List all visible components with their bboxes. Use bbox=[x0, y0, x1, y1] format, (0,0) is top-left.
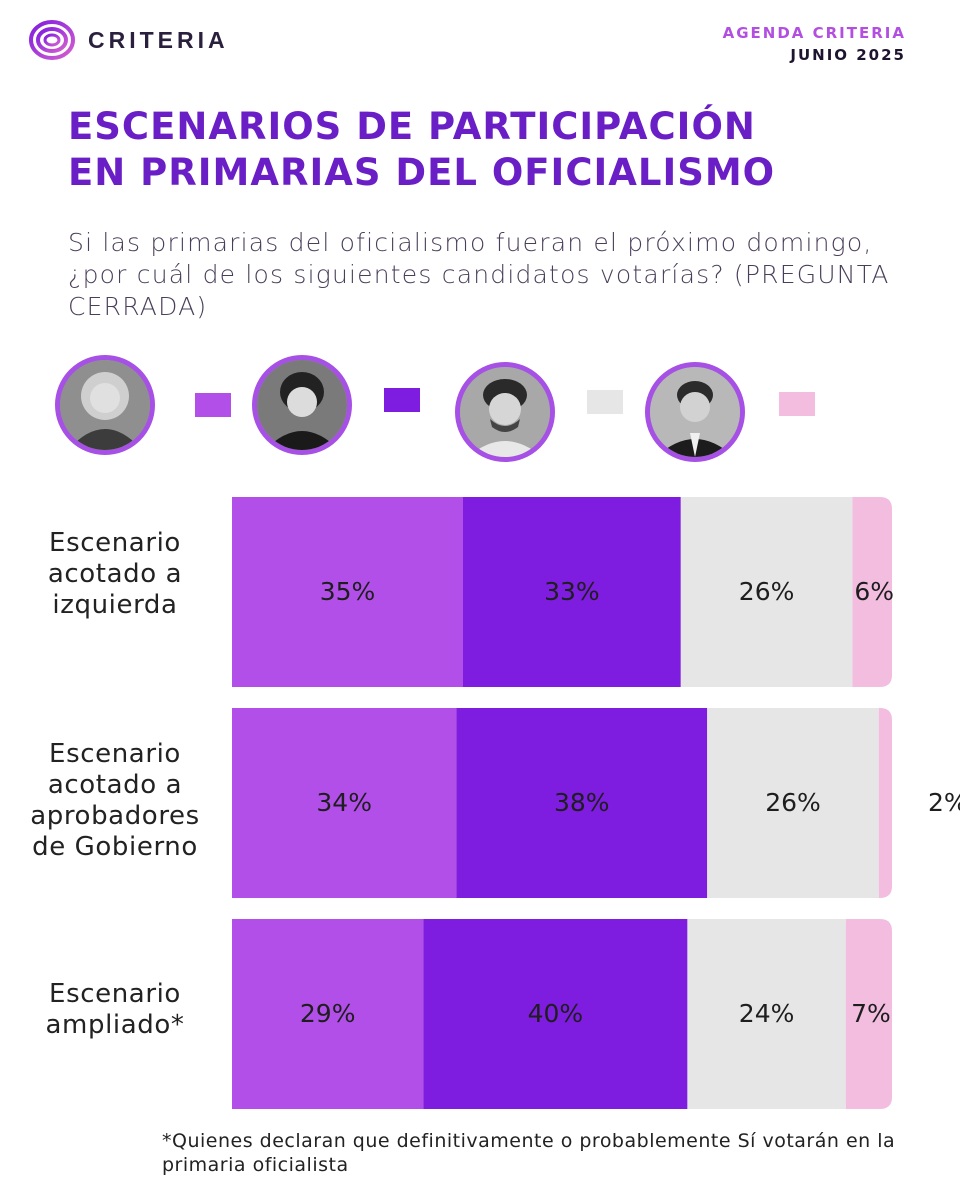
category-label-line: acotado a bbox=[47, 559, 183, 589]
category-label-line: de Gobierno bbox=[32, 832, 198, 862]
chart-title: ESCENARIOS DE PARTICIPACIÓN EN PRIMARIAS… bbox=[68, 104, 928, 196]
candidate-4-photo bbox=[645, 362, 745, 462]
candidate-2-photo bbox=[252, 355, 352, 455]
bar-segment bbox=[232, 497, 463, 687]
data-label: 38% bbox=[554, 788, 610, 817]
category-label-line: Escenario bbox=[49, 528, 181, 558]
bar-segment bbox=[423, 919, 688, 1109]
data-label: 40% bbox=[528, 999, 584, 1028]
person-icon bbox=[60, 360, 150, 450]
category-label-line: aprobadores bbox=[30, 801, 200, 831]
person-icon bbox=[257, 360, 347, 450]
candidate-1-photo bbox=[55, 355, 155, 455]
bar-row-3: 29% 40% 24% 7% bbox=[232, 919, 892, 1109]
data-label: 24% bbox=[739, 999, 795, 1028]
legend-swatch-2 bbox=[384, 388, 420, 412]
person-icon bbox=[650, 367, 740, 457]
category-label-line: Escenario bbox=[49, 979, 181, 1009]
bar-segment bbox=[232, 919, 424, 1109]
criteria-logo-icon bbox=[29, 20, 75, 60]
bar-row-1: 35% 33% 26% 6% bbox=[232, 497, 894, 687]
category-label-2: Escenario acotado a aprobadores de Gobie… bbox=[20, 739, 210, 863]
data-label: 26% bbox=[765, 788, 821, 817]
category-label-line: ampliado* bbox=[45, 1010, 185, 1040]
category-label-3: Escenario ampliado* bbox=[20, 979, 210, 1041]
chart-title-line-1: ESCENARIOS DE PARTICIPACIÓN bbox=[68, 105, 756, 148]
bar-segment bbox=[232, 708, 457, 898]
criteria-logo: CRITERIA bbox=[28, 18, 229, 62]
agenda-header: AGENDA CRITERIA JUNIO 2025 bbox=[723, 22, 906, 66]
bar-segment bbox=[878, 708, 892, 898]
agenda-date: JUNIO 2025 bbox=[790, 46, 906, 64]
data-label: 34% bbox=[316, 788, 372, 817]
category-label-line: izquierda bbox=[52, 590, 178, 620]
candidate-3-photo bbox=[455, 362, 555, 462]
bar-segment bbox=[707, 708, 879, 898]
data-label: 29% bbox=[300, 999, 356, 1028]
data-label: 6% bbox=[854, 577, 894, 606]
brand-name: CRITERIA bbox=[88, 26, 229, 53]
data-label: 2% bbox=[928, 788, 960, 817]
category-label-1: Escenario acotado a izquierda bbox=[20, 528, 210, 621]
data-label: 26% bbox=[739, 577, 795, 606]
person-icon bbox=[460, 367, 550, 457]
data-label: 7% bbox=[851, 999, 891, 1028]
bar-segment bbox=[456, 708, 708, 898]
agenda-label: AGENDA CRITERIA bbox=[722, 24, 906, 42]
bar-segment bbox=[680, 497, 853, 687]
category-label-line: Escenario bbox=[49, 739, 181, 769]
bar-row-2: 34% 38% 26% 2% bbox=[232, 708, 960, 898]
footnote: *Quienes declaran que definitivamente o … bbox=[162, 1130, 896, 1176]
data-label: 35% bbox=[320, 577, 376, 606]
bar-segment bbox=[845, 919, 892, 1109]
chart-title-line-2: EN PRIMARIAS DEL OFICIALISMO bbox=[68, 151, 776, 194]
bar-segment bbox=[463, 497, 681, 687]
legend-swatch-1 bbox=[195, 393, 231, 417]
chart-subtitle: Si las primarias del oficialismo fueran … bbox=[68, 228, 890, 321]
bar-segment bbox=[687, 919, 846, 1109]
bar-segment bbox=[852, 497, 892, 687]
legend-swatch-4 bbox=[779, 392, 815, 416]
data-label: 33% bbox=[544, 577, 600, 606]
category-label-line: acotado a bbox=[47, 770, 183, 800]
legend-swatch-3 bbox=[587, 390, 623, 414]
